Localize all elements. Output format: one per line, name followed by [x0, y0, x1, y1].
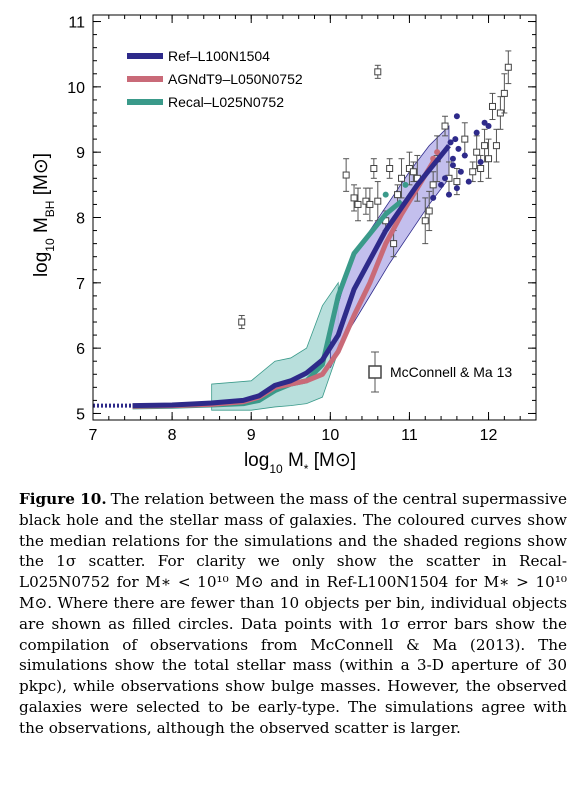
ref-point: [455, 145, 462, 152]
obs-point: [492, 142, 500, 150]
ref-point: [477, 158, 484, 165]
obs-point: [429, 181, 437, 189]
obs-point: [473, 148, 481, 156]
obs-point: [342, 171, 350, 179]
x-tick-label: 9: [247, 427, 256, 444]
y-axis-label: log10 MBH [M⊙]: [31, 153, 57, 277]
obs-point: [354, 200, 362, 208]
obs-point: [461, 135, 469, 143]
y-tick-label: 5: [76, 406, 85, 423]
figure-caption: Figure 10. The relation between the mass …: [19, 489, 567, 739]
ref-point: [485, 123, 492, 130]
ref-point: [457, 168, 464, 175]
median-lines: [93, 144, 451, 410]
ref-point: [445, 191, 452, 198]
x-tick-label: 11: [401, 427, 418, 444]
legend-label: McConnell & Ma 13: [390, 364, 512, 380]
obs-point: [386, 165, 394, 173]
ref-point: [442, 175, 449, 182]
ref-point: [481, 119, 488, 126]
y-tick-label: 10: [67, 80, 85, 97]
ref-point: [449, 155, 456, 162]
recal-point: [382, 191, 389, 198]
legend-label: Ref–L100N1504: [168, 48, 270, 64]
bh-stellar-mass-chart: 7 8 9 10 11 12 5 6 7 8 9 10 11 Ref–L100N1504 AGNdT9–L…: [31, 14, 537, 476]
y-tick-label: 7: [76, 276, 85, 293]
ref-point: [465, 178, 472, 185]
obs-point: [374, 197, 382, 205]
legend-label: Recal–L025N0752: [168, 94, 284, 110]
obs-point: [453, 178, 461, 186]
legend-label: AGNdT9–L050N0752: [168, 71, 303, 87]
ref-median-line: [132, 144, 451, 409]
obs-point: [370, 165, 378, 173]
ref-point: [452, 136, 459, 143]
y-tick-label: 11: [68, 15, 85, 32]
observation-points: [238, 50, 512, 330]
obs-point: [504, 63, 512, 71]
obs-point: [374, 68, 382, 76]
recal-point: [402, 181, 409, 188]
obs-point: [366, 200, 374, 208]
figure-label: Figure 10.: [19, 490, 107, 508]
ref-point: [461, 152, 468, 159]
obs-point: [421, 217, 429, 225]
x-axis-label: log10 M* [M⊙]: [244, 450, 356, 476]
obs-point: [398, 174, 406, 182]
agn-point: [434, 149, 441, 156]
simulation-scatter-points: [382, 113, 492, 201]
x-tick-label: 8: [168, 427, 177, 444]
obs-point: [477, 165, 485, 173]
obs-point: [441, 122, 449, 130]
ref-point: [473, 129, 480, 136]
obs-point: [485, 155, 493, 163]
ref-point: [453, 185, 460, 192]
obs-point: [425, 207, 433, 215]
obs-point: [488, 102, 496, 110]
obs-point: [481, 142, 489, 150]
legend: Ref–L100N1504 AGNdT9–L050N0752 Recal–L025N…: [127, 48, 512, 393]
ref-point: [430, 194, 437, 201]
ref-point: [438, 181, 445, 188]
obs-point: [409, 168, 417, 176]
x-tick-label: 7: [89, 427, 98, 444]
x-tick-label: 12: [480, 427, 498, 444]
obs-point: [469, 168, 477, 176]
obs-point: [238, 318, 246, 326]
ref-point: [449, 162, 456, 169]
caption-text: The relation between the mass of the cen…: [19, 490, 567, 737]
y-tick-label: 9: [76, 145, 85, 162]
ref-point: [453, 113, 460, 120]
y-tick-label: 6: [76, 341, 85, 358]
axis-tick-labels: 7 8 9 10 11 12 5 6 7 8 9 10 11: [67, 15, 497, 444]
ref-point: [447, 139, 454, 146]
y-tick-label: 8: [76, 211, 85, 228]
obs-point: [394, 191, 402, 199]
x-tick-label: 10: [321, 427, 339, 444]
obs-point: [390, 240, 398, 248]
obs-point: [500, 89, 508, 97]
obs-point: [350, 194, 358, 202]
legend-obs-marker: [368, 365, 382, 379]
axis-ticks: [92, 15, 537, 420]
